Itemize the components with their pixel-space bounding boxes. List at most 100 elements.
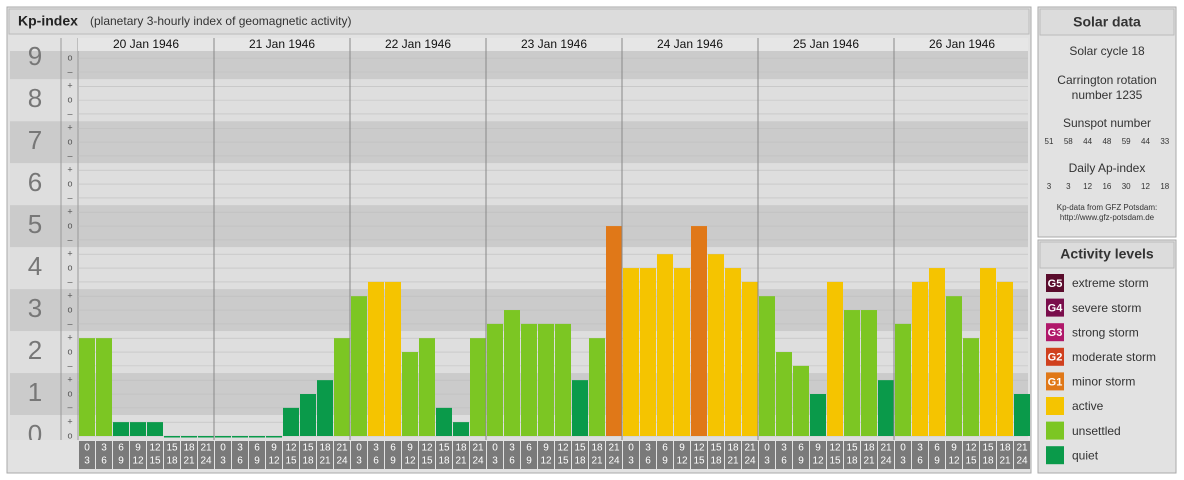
- level-name: extreme storm: [1072, 276, 1149, 290]
- time-end: 24: [1016, 456, 1028, 467]
- bar: [334, 338, 350, 436]
- minor-tick-label: –: [67, 234, 72, 244]
- time-box: [606, 441, 622, 469]
- time-box: [130, 441, 146, 469]
- minor-tick-label: o: [67, 262, 72, 272]
- time-end: 6: [237, 456, 243, 467]
- time-end: 9: [662, 456, 668, 467]
- bar: [878, 380, 894, 436]
- minor-tick-label: +: [67, 207, 72, 217]
- bar: [368, 281, 384, 436]
- time-start: 6: [798, 443, 804, 454]
- level-name: strong storm: [1072, 325, 1139, 339]
- time-start: 0: [900, 443, 906, 454]
- time-start: 6: [662, 443, 668, 454]
- time-start: 18: [863, 443, 875, 454]
- time-start: 0: [84, 443, 90, 454]
- ap-value: 16: [1102, 182, 1111, 191]
- y-tick-label: 5: [28, 209, 42, 239]
- sunspot-number: 48: [1102, 137, 1111, 146]
- time-start: 15: [710, 443, 722, 454]
- bar: [929, 268, 945, 436]
- time-start: 9: [135, 443, 141, 454]
- time-start: 0: [764, 443, 770, 454]
- time-start: 12: [829, 443, 841, 454]
- time-start: 3: [101, 443, 107, 454]
- time-start: 12: [965, 443, 977, 454]
- bar: [402, 352, 418, 436]
- time-box: [929, 441, 945, 469]
- bar: [759, 296, 775, 436]
- time-start: 0: [220, 443, 226, 454]
- bar: [640, 268, 656, 436]
- time-end: 12: [268, 456, 280, 467]
- legend-swatch: [1046, 397, 1064, 415]
- bar: [861, 310, 877, 436]
- time-start: 9: [679, 443, 685, 454]
- date-label: 25 Jan 1946: [793, 37, 859, 51]
- minor-tick-label: –: [67, 402, 72, 412]
- time-box: [674, 441, 690, 469]
- time-box: [521, 441, 537, 469]
- carrington: Carrington rotation: [1057, 73, 1156, 87]
- time-box: [691, 441, 707, 469]
- time-start: 12: [421, 443, 433, 454]
- level-name: quiet: [1072, 448, 1099, 462]
- time-end: 24: [200, 456, 212, 467]
- time-end: 9: [798, 456, 804, 467]
- time-start: 6: [118, 443, 124, 454]
- time-box: [810, 441, 826, 469]
- minor-tick-label: –: [67, 276, 72, 286]
- bar: [487, 323, 503, 436]
- time-end: 24: [744, 456, 756, 467]
- time-end: 3: [900, 456, 906, 467]
- date-label: 24 Jan 1946: [657, 37, 723, 51]
- time-box: [980, 441, 996, 469]
- levels-title: Activity levels: [1060, 246, 1154, 262]
- time-end: 6: [781, 456, 787, 467]
- time-end: 3: [764, 456, 770, 467]
- title-bar: [8, 8, 1030, 35]
- bar: [776, 352, 792, 436]
- time-end: 15: [693, 456, 705, 467]
- y-band: [10, 51, 1028, 80]
- y-tick-label: 9: [28, 41, 42, 71]
- bar: [147, 422, 163, 436]
- level-name: minor storm: [1072, 375, 1135, 389]
- level-code: G1: [1048, 376, 1063, 388]
- sunspot-number: 44: [1141, 137, 1150, 146]
- time-box: [844, 441, 860, 469]
- time-start: 3: [373, 443, 379, 454]
- level-name: unsettled: [1072, 424, 1121, 438]
- minor-tick-label: +: [67, 333, 72, 343]
- time-end: 21: [455, 456, 467, 467]
- time-start: 9: [951, 443, 957, 454]
- date-strip: [78, 38, 1028, 51]
- time-box: [283, 441, 299, 469]
- source: http://www.gfz-potsdam.de: [1060, 213, 1155, 222]
- time-start: 21: [1016, 443, 1028, 454]
- bar: [997, 281, 1013, 436]
- minor-tick-label: o: [67, 346, 72, 356]
- bar: [793, 365, 809, 436]
- time-end: 18: [574, 456, 586, 467]
- time-box: [181, 441, 197, 469]
- time-box: [147, 441, 163, 469]
- bar: [1014, 394, 1030, 436]
- time-start: 18: [999, 443, 1011, 454]
- legend-swatch: [1046, 298, 1064, 317]
- time-box: [708, 441, 724, 469]
- solar-title-bar: [1039, 8, 1175, 36]
- time-start: 21: [880, 443, 892, 454]
- time-start: 12: [149, 443, 161, 454]
- time-start: 9: [407, 443, 413, 454]
- time-box: [215, 441, 231, 469]
- minor-tick-label: +: [67, 165, 72, 175]
- time-box: [368, 441, 384, 469]
- time-box: [470, 441, 486, 469]
- time-box: [453, 441, 469, 469]
- time-end: 24: [880, 456, 892, 467]
- time-end: 12: [132, 456, 144, 467]
- ap-value: 3: [1047, 182, 1052, 191]
- time-box: [317, 441, 333, 469]
